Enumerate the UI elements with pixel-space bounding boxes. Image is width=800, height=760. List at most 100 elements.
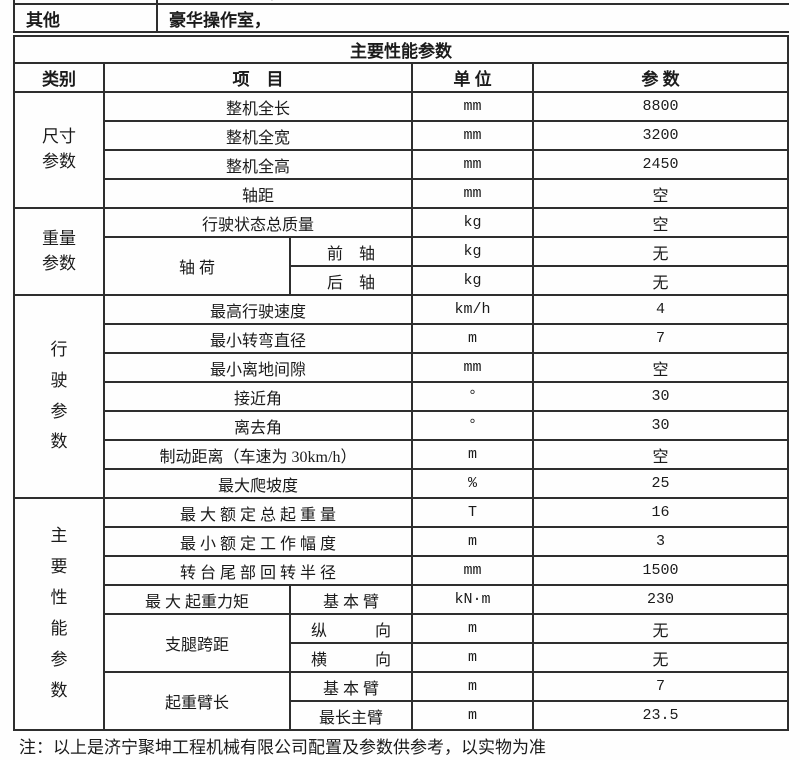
column-header-unit: 单 位 — [411, 62, 534, 93]
category-cell: 主 要 性 能 参 数 — [13, 497, 105, 731]
table-header-row: 类别 项 目 单 位 参 数 — [13, 62, 790, 93]
table-row: 最小离地间隙 mm 空 — [14, 352, 790, 383]
param-cell: 30 — [531, 410, 790, 441]
top-misc-table: 吊车 16T 标准吊车，行调圆形01 其他 豪华操作室， — [13, 0, 789, 33]
unit-cell: m — [411, 671, 534, 702]
item-cell: 整机全宽 — [103, 120, 413, 151]
item-cell: 最 小 额 定 工 作 幅 度 — [103, 526, 413, 557]
param-cell: 空 — [531, 178, 790, 209]
unit-cell: m — [411, 642, 534, 673]
unit-cell: m — [411, 439, 534, 470]
param-cell: 16 — [531, 497, 790, 528]
item-cell: 转 台 尾 部 回 转 半 径 — [103, 555, 413, 586]
unit-cell: km/h — [411, 294, 534, 325]
param-cell: 无 — [531, 613, 790, 644]
item-cell: 最大爬坡度 — [103, 468, 413, 499]
unit-cell: mm — [411, 149, 534, 180]
table-row: 主 要 性 能 参 数 最 大 额 定 总 起 重 量 T 16 — [13, 497, 790, 731]
table-row: 整机全宽 mm 3200 — [14, 120, 790, 151]
subitem-cell: 后 轴 — [289, 265, 413, 296]
item-cell: 整机全高 — [103, 149, 413, 180]
table-row: 转 台 尾 部 回 转 半 径 mm 1500 — [14, 555, 790, 586]
column-header-param: 参 数 — [531, 62, 790, 93]
table-row: 轴距 mm 空 — [14, 178, 790, 209]
item-cell: 最高行驶速度 — [103, 294, 413, 325]
table-row: 行 驶 参 数 最高行驶速度 km/h 4 — [13, 294, 790, 499]
group-cell: 轴 荷 — [103, 236, 291, 296]
item-cell: 轴距 — [103, 178, 413, 209]
item-cell: 整机全长 — [103, 91, 413, 122]
unit-cell: % — [411, 468, 534, 499]
table-row: 接近角 ° 30 — [14, 381, 790, 412]
param-cell: 空 — [531, 207, 790, 238]
subitem-cell: 前 轴 — [289, 236, 413, 267]
subitem-cell: 基 本 臂 — [289, 671, 413, 702]
table-row: 最 大 起重力矩 基 本 臂 kN·m 230 — [14, 584, 790, 615]
category-cell: 行 驶 参 数 — [13, 294, 105, 499]
item-cell: 接近角 — [103, 381, 413, 412]
param-cell: 23.5 — [531, 700, 790, 731]
param-cell: 无 — [531, 642, 790, 673]
param-cell: 230 — [531, 584, 790, 615]
item-cell: 制动距离（车速为 30km/h） — [103, 439, 413, 470]
unit-cell: kg — [411, 207, 534, 238]
column-header-category: 类别 — [13, 62, 105, 93]
table-row: 支腿跨距 纵 向 m 无 — [14, 613, 790, 673]
table-row: 整机全高 mm 2450 — [14, 149, 790, 180]
group-cell: 起重臂长 — [103, 671, 291, 731]
misc-row-label: 吊车 — [13, 0, 158, 5]
param-cell: 4 — [531, 294, 790, 325]
item-cell: 最 大 额 定 总 起 重 量 — [103, 497, 413, 528]
table-row: 制动距离（车速为 30km/h） m 空 — [14, 439, 790, 470]
category-cell: 重量 参数 — [13, 207, 105, 296]
table-row: 尺寸 参数 整机全长 mm 8800 — [13, 91, 790, 209]
group-cell: 最 大 起重力矩 — [103, 584, 291, 615]
misc-row-label: 其他 — [13, 3, 158, 33]
table-title: 主要性能参数 — [12, 35, 790, 64]
subitem-cell: 基 本 臂 — [289, 584, 413, 615]
unit-cell: m — [411, 700, 534, 731]
table-row: 其他 豪华操作室， — [13, 3, 789, 33]
table-row: 重量 参数 行驶状态总质量 kg 空 — [13, 207, 790, 296]
misc-row-value: 16T 标准吊车，行调圆形01 — [156, 0, 789, 5]
item-cell: 行驶状态总质量 — [103, 207, 413, 238]
top-rows-clipped-region: 吊车 16T 标准吊车，行调圆形01 其他 豪华操作室， — [13, 0, 789, 33]
param-cell: 8800 — [531, 91, 790, 122]
group-cell: 支腿跨距 — [103, 613, 291, 673]
table-row: 离去角 ° 30 — [14, 410, 790, 441]
misc-row-value: 豪华操作室， — [156, 3, 789, 33]
unit-cell: m — [411, 323, 534, 354]
param-cell: 3 — [531, 526, 790, 557]
table-row: 后 轴 kg 无 — [14, 265, 790, 296]
unit-cell: mm — [411, 555, 534, 586]
table-row: 轴 荷 前 轴 kg 无 — [14, 236, 790, 296]
param-cell: 7 — [531, 671, 790, 702]
subitem-cell: 最长主臂 — [289, 700, 413, 731]
param-cell: 30 — [531, 381, 790, 412]
param-cell: 3200 — [531, 120, 790, 151]
unit-cell: mm — [411, 352, 534, 383]
column-header-item: 项 目 — [103, 62, 413, 93]
unit-cell: T — [411, 497, 534, 528]
unit-cell: kN·m — [411, 584, 534, 615]
table-row: 最大爬坡度 % 25 — [14, 468, 790, 499]
spec-table: 主要性能参数 类别 项 目 单 位 参 数 尺寸 参数 整机全长 mm 8800… — [12, 35, 790, 731]
unit-cell: mm — [411, 91, 534, 122]
table-row: 吊车 16T 标准吊车，行调圆形01 — [13, 0, 789, 5]
unit-cell: mm — [411, 120, 534, 151]
param-cell: 空 — [531, 352, 790, 383]
unit-cell: m — [411, 526, 534, 557]
unit-cell: kg — [411, 236, 534, 267]
table-row: 横 向 m 无 — [14, 642, 790, 673]
item-cell: 离去角 — [103, 410, 413, 441]
item-cell: 最小转弯直径 — [103, 323, 413, 354]
footer-note: 注：以上是济宁聚坤工程机械有限公司配置及参数供参考，以实物为准 — [19, 738, 546, 757]
unit-cell: mm — [411, 178, 534, 209]
unit-cell: ° — [411, 410, 534, 441]
param-cell: 1500 — [531, 555, 790, 586]
table-row: 主要性能参数 — [12, 35, 790, 64]
unit-cell: m — [411, 613, 534, 644]
unit-cell: kg — [411, 265, 534, 296]
param-cell: 无 — [531, 265, 790, 296]
